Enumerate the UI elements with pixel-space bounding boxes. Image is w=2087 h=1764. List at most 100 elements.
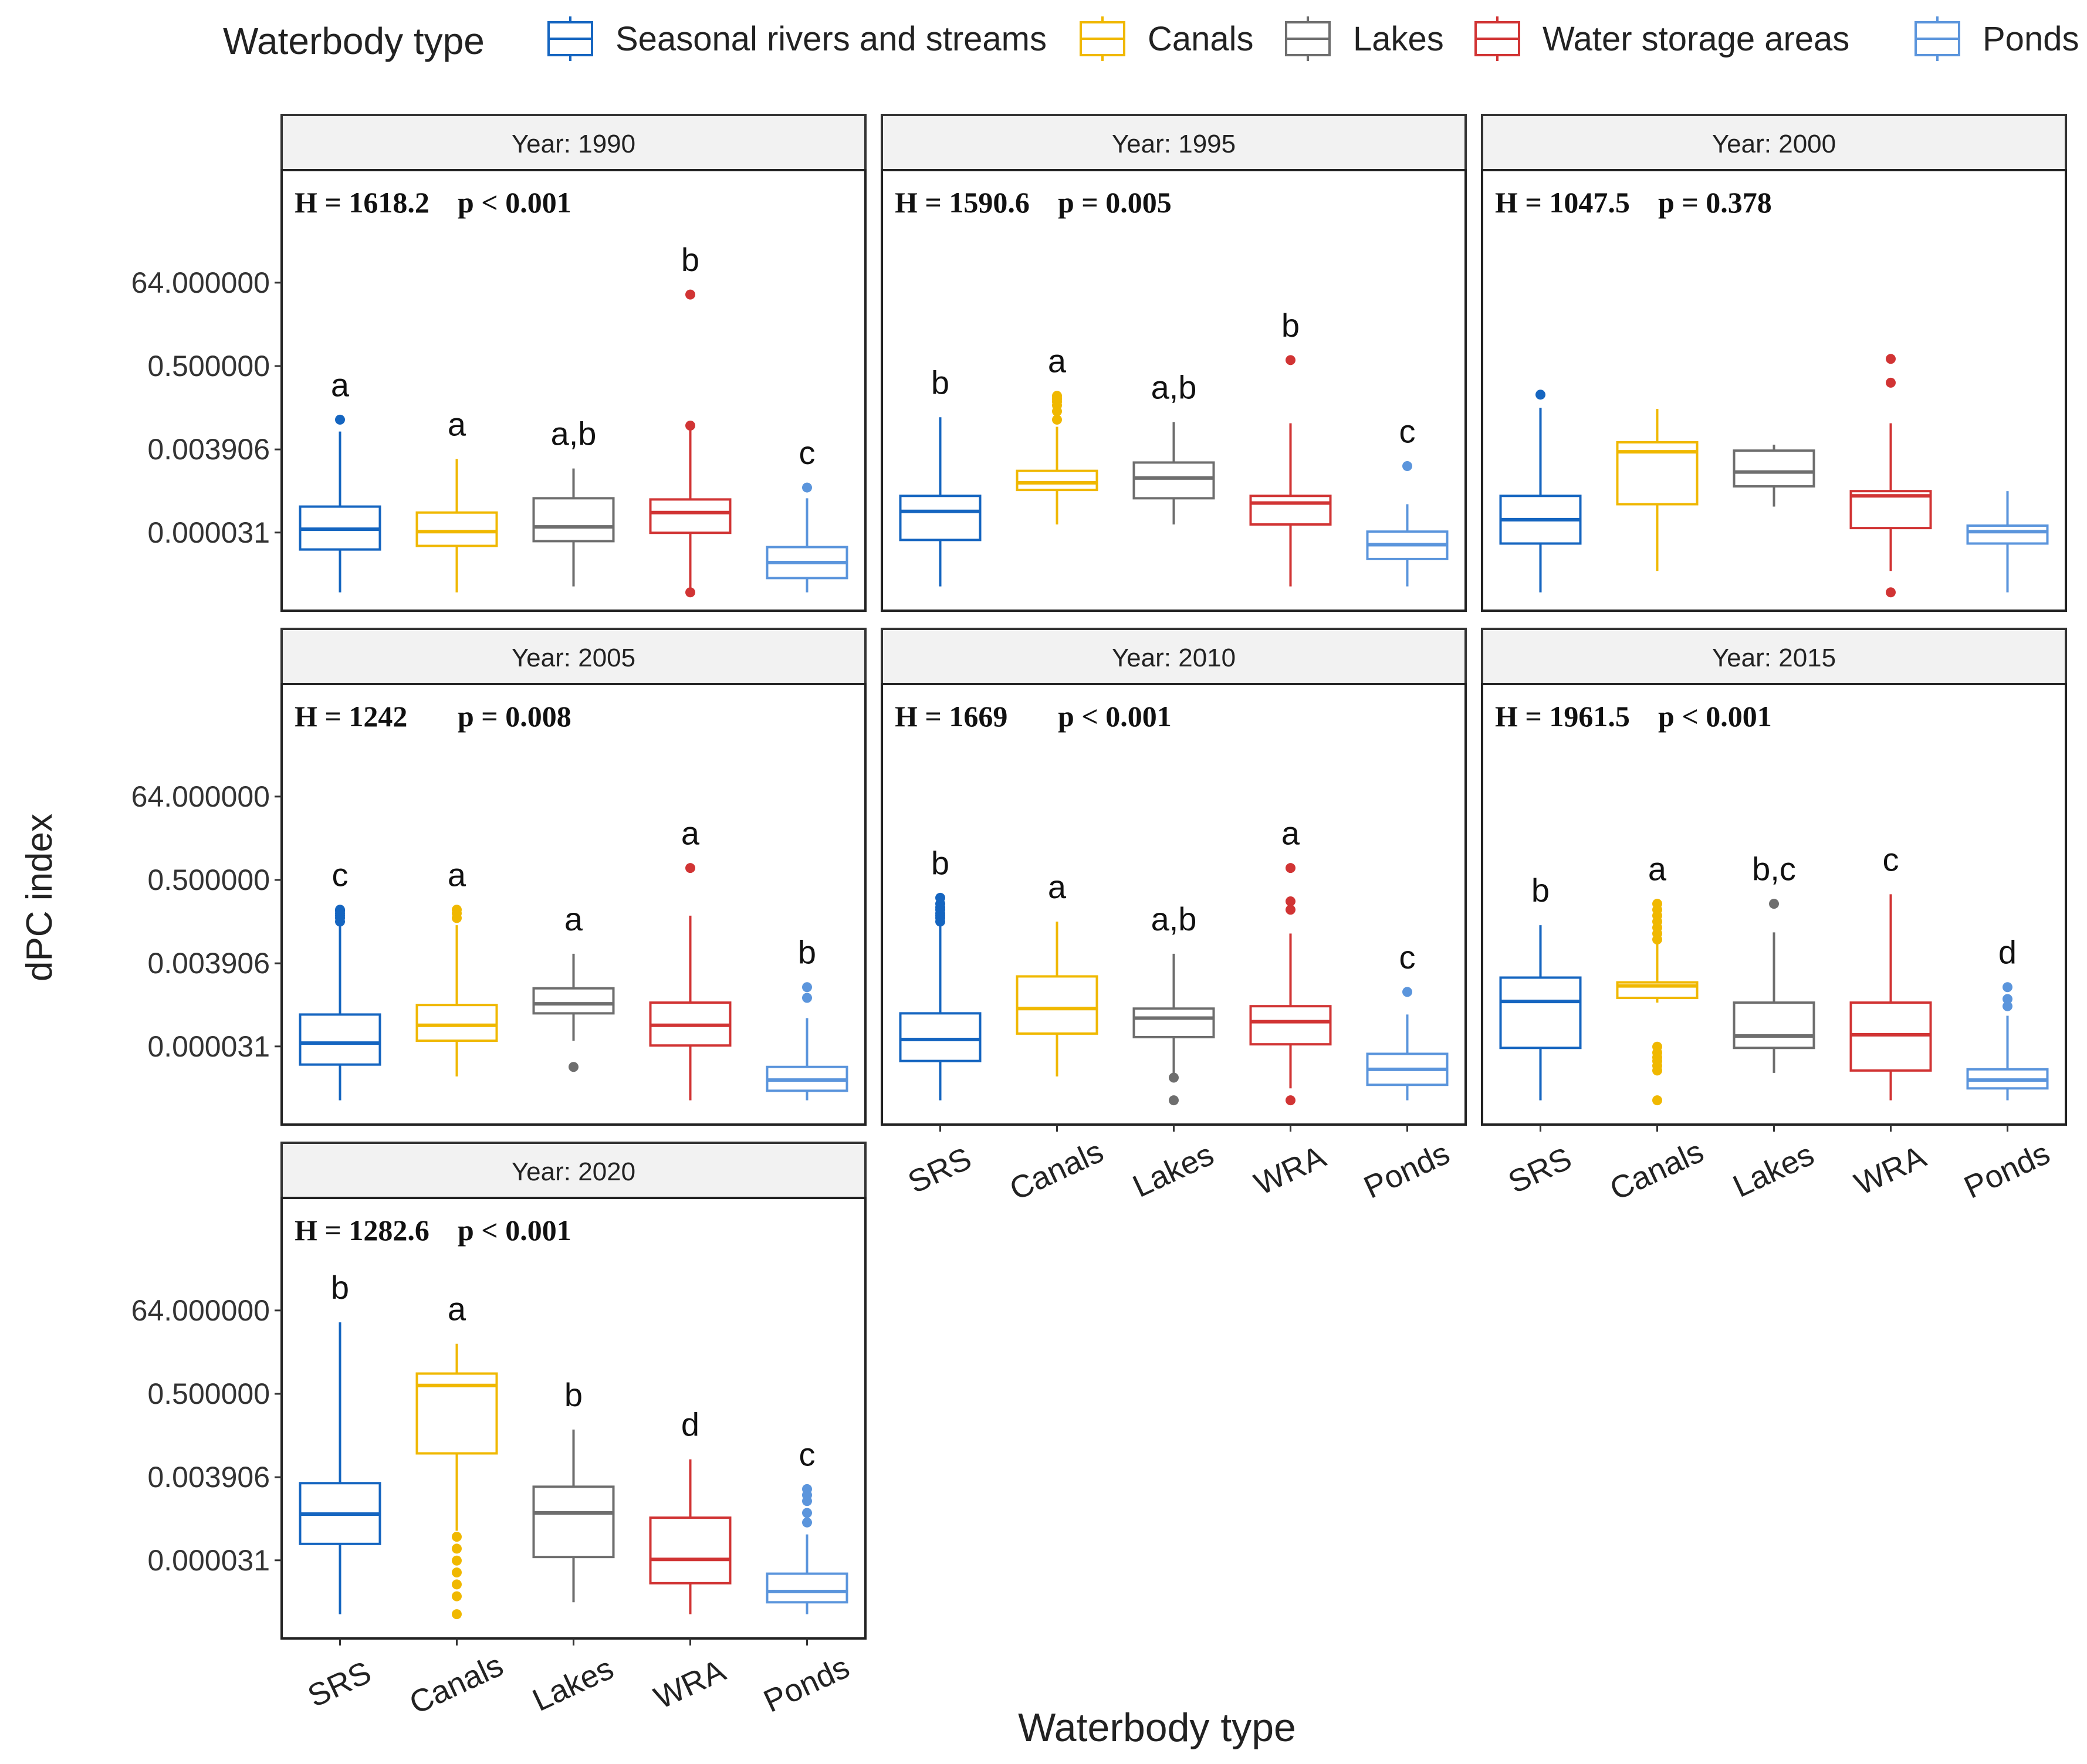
h-statistic: H = 1669 xyxy=(895,700,1007,733)
p-value: p < 0.001 xyxy=(458,1214,571,1247)
box-lakes: a,b xyxy=(1132,368,1215,525)
significance-letter: a,b xyxy=(551,415,597,452)
significance-letter: a xyxy=(1048,868,1067,905)
iqr-box xyxy=(1733,1001,1815,1049)
significance-letter: a xyxy=(564,900,583,937)
box-wra: a xyxy=(1249,815,1332,1106)
p-value: p = 0.008 xyxy=(458,700,571,733)
y-tick-label: 0.003906 xyxy=(147,433,270,466)
x-tick-label: Canals xyxy=(404,1647,509,1721)
facet-strip-label: Year: 1990 xyxy=(512,130,635,158)
p-value: p < 0.001 xyxy=(458,186,571,219)
x-axis-label: Waterbody type xyxy=(1018,1705,1296,1750)
facet-strip xyxy=(1481,114,2067,171)
outlier-point xyxy=(2003,982,2012,993)
legend-entry: Seasonal rivers and streams xyxy=(547,16,1047,61)
outlier-point xyxy=(685,863,695,873)
iqr-box xyxy=(899,495,982,541)
box-wra: c xyxy=(1849,841,1932,1101)
panels: Year: 1990 H = 1618.2 p < 0.001 0.000031 0.0… xyxy=(131,114,2067,1721)
iqr-box xyxy=(1733,449,1815,488)
outlier-point xyxy=(335,414,345,425)
p-value: p = 0.378 xyxy=(1658,186,1772,219)
outlier-point xyxy=(452,1609,462,1620)
p-value: p = 0.005 xyxy=(1058,186,1172,219)
significance-letter: a xyxy=(1048,343,1067,380)
outlier-point xyxy=(802,1508,812,1518)
y-tick-label: 0.000031 xyxy=(147,516,270,549)
significance-letter: c xyxy=(1399,413,1416,450)
y-tick-label: 64.000000 xyxy=(131,780,270,813)
outlier-point xyxy=(452,1555,462,1566)
iqr-box xyxy=(532,497,615,543)
box-canals: a xyxy=(415,405,498,592)
box-lakes: b xyxy=(532,1376,615,1603)
box-srs: b xyxy=(899,364,982,587)
p-value: p < 0.001 xyxy=(1658,700,1772,733)
significance-letter: b xyxy=(798,934,816,971)
facet-panel: Year: 2015 H = 1961.5 p < 0.001 b a b,c c d SRS C… xyxy=(1481,628,2067,1207)
outlier-point xyxy=(1886,354,1896,364)
outlier-point xyxy=(1286,355,1296,365)
legend-entry-label: Water storage areas xyxy=(1543,20,1849,58)
significance-letter: b xyxy=(1281,307,1300,344)
significance-letter: d xyxy=(1998,934,2017,971)
significance-letter: c xyxy=(1399,939,1416,976)
x-tick-label: Lakes xyxy=(1128,1137,1219,1204)
box-ponds: c xyxy=(766,434,848,592)
box-ponds xyxy=(1966,491,2049,592)
outlier-point xyxy=(452,1532,462,1542)
significance-letter: b,c xyxy=(1752,851,1796,888)
h-statistic: H = 1618.2 xyxy=(295,186,429,219)
outlier-point xyxy=(802,993,812,1003)
outlier-point xyxy=(452,1591,462,1602)
outlier-point xyxy=(1286,1095,1296,1106)
facet-panel: Year: 2005 H = 1242 p = 0.008 0.000031 0.003… xyxy=(131,628,867,1126)
facet-strip-label: Year: 1995 xyxy=(1112,130,1236,158)
x-tick-label: SRS xyxy=(303,1655,377,1714)
p-value: p < 0.001 xyxy=(1058,700,1172,733)
outlier-point xyxy=(1886,587,1896,598)
h-statistic: H = 1047.5 xyxy=(1495,186,1630,219)
facet-strip xyxy=(881,628,1467,685)
significance-letter: b xyxy=(931,364,949,401)
legend-entry-label: Canals xyxy=(1148,20,1254,58)
outlier-point xyxy=(1769,899,1779,909)
box-lakes: a,b xyxy=(532,415,615,587)
outlier-point xyxy=(452,905,462,915)
outlier-point xyxy=(802,1484,812,1494)
facet-panel: Year: 2020 H = 1282.6 p < 0.001 0.000031 0.0… xyxy=(131,1142,867,1721)
facet-strip-label: Year: 2005 xyxy=(512,644,635,672)
box-ponds: d xyxy=(1966,934,2049,1101)
significance-letter: a xyxy=(681,815,700,852)
outlier-point xyxy=(452,1543,462,1554)
iqr-box xyxy=(299,1013,381,1066)
y-tick-label: 64.000000 xyxy=(131,266,270,299)
outlier-point xyxy=(1286,905,1296,915)
outlier-point xyxy=(1169,1095,1179,1106)
y-tick-label: 0.000031 xyxy=(147,1544,270,1577)
y-tick-label: 0.000031 xyxy=(147,1030,270,1063)
legend-entry-label: Seasonal rivers and streams xyxy=(615,20,1047,58)
box-srs: b xyxy=(899,844,982,1101)
x-tick-label: Canals xyxy=(1004,1133,1109,1207)
outlier-point xyxy=(1286,896,1296,907)
outlier-point xyxy=(1652,1095,1662,1106)
outlier-point xyxy=(335,905,345,915)
significance-letter: b xyxy=(681,241,699,278)
outlier-point xyxy=(1052,414,1062,425)
box-srs: c xyxy=(299,856,381,1101)
box-canals: a xyxy=(1016,343,1098,525)
iqr-box xyxy=(899,1012,982,1062)
outlier-point xyxy=(1169,1072,1179,1083)
iqr-box xyxy=(1016,975,1098,1035)
legend-title: Waterbody type xyxy=(223,20,485,62)
facet-strip-label: Year: 2000 xyxy=(1712,130,1836,158)
box-srs: b xyxy=(299,1269,381,1614)
significance-letter: a xyxy=(1281,815,1300,852)
box-wra: d xyxy=(649,1406,732,1614)
significance-letter: a xyxy=(1648,851,1667,888)
facet-strip-label: Year: 2015 xyxy=(1712,644,1836,672)
x-tick-label: Canals xyxy=(1605,1133,1709,1207)
